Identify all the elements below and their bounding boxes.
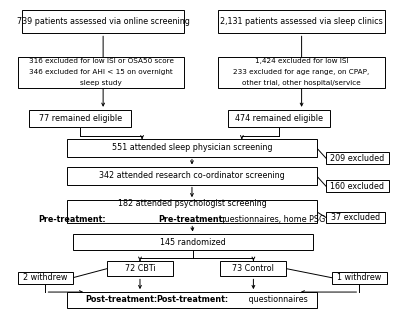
Text: 233 excluded for age range, on CPAP,: 233 excluded for age range, on CPAP, (234, 69, 370, 75)
FancyBboxPatch shape (326, 212, 385, 223)
Text: 1,424 excluded for low ISI: 1,424 excluded for low ISI (255, 59, 348, 64)
Text: 1 withdrew: 1 withdrew (337, 273, 381, 282)
Text: questionnaires, home PSG: questionnaires, home PSG (217, 215, 326, 224)
FancyBboxPatch shape (67, 200, 317, 223)
Text: 160 excluded: 160 excluded (330, 182, 384, 191)
FancyBboxPatch shape (218, 57, 385, 88)
Text: 77 remained eligible: 77 remained eligible (39, 114, 122, 123)
Text: questionnaires: questionnaires (246, 295, 308, 304)
Text: Post-treatment:: Post-treatment: (86, 295, 158, 304)
FancyBboxPatch shape (67, 139, 317, 156)
Text: 739 patients assessed via online screening: 739 patients assessed via online screeni… (17, 17, 190, 26)
FancyBboxPatch shape (22, 10, 184, 33)
FancyBboxPatch shape (326, 181, 388, 192)
Text: Post-treatment:: Post-treatment: (156, 295, 228, 304)
Text: Pre-treatment:: Pre-treatment: (38, 215, 106, 224)
Text: 37 excluded: 37 excluded (331, 213, 380, 222)
Text: 182 attended psychologist screening: 182 attended psychologist screening (118, 199, 266, 208)
Text: 474 remained eligible: 474 remained eligible (235, 114, 323, 123)
FancyBboxPatch shape (67, 292, 317, 308)
Text: 342 attended research co-ordinator screening: 342 attended research co-ordinator scree… (99, 172, 285, 181)
Text: 209 excluded: 209 excluded (330, 154, 384, 163)
FancyBboxPatch shape (67, 167, 317, 185)
FancyBboxPatch shape (30, 110, 132, 127)
FancyBboxPatch shape (73, 234, 313, 250)
FancyBboxPatch shape (228, 110, 330, 127)
Text: sleep study: sleep study (80, 80, 122, 86)
FancyBboxPatch shape (332, 272, 387, 284)
Text: other trial, other hospital/service: other trial, other hospital/service (242, 80, 361, 86)
Text: 316 excluded for low ISI or OSA50 score: 316 excluded for low ISI or OSA50 score (29, 59, 174, 64)
Text: 145 randomized: 145 randomized (160, 238, 226, 247)
FancyBboxPatch shape (326, 152, 388, 164)
FancyBboxPatch shape (18, 272, 73, 284)
FancyBboxPatch shape (107, 261, 173, 276)
Text: Pre-treatment:: Pre-treatment: (158, 215, 226, 224)
Text: 73 Control: 73 Control (232, 264, 274, 273)
FancyBboxPatch shape (218, 10, 385, 33)
FancyBboxPatch shape (18, 57, 184, 88)
Text: 72 CBTi: 72 CBTi (125, 264, 155, 273)
Text: 2,131 patients assessed via sleep clinics: 2,131 patients assessed via sleep clinic… (220, 17, 383, 26)
Text: 346 excluded for AHI < 15 on overnight: 346 excluded for AHI < 15 on overnight (29, 69, 173, 75)
Text: 551 attended sleep physician screening: 551 attended sleep physician screening (112, 143, 272, 152)
Text: 2 withdrew: 2 withdrew (23, 273, 68, 282)
FancyBboxPatch shape (220, 261, 286, 276)
